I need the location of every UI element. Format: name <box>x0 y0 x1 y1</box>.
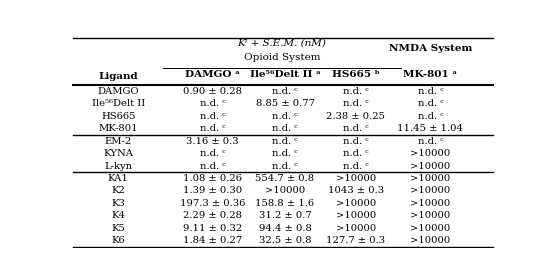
Text: K6: K6 <box>112 236 125 245</box>
Text: K4: K4 <box>111 211 125 220</box>
Text: 94.4 ± 0.8: 94.4 ± 0.8 <box>258 224 311 233</box>
Text: n.d. ᶜ: n.d. ᶜ <box>272 87 298 96</box>
Text: 8.85 ± 0.77: 8.85 ± 0.77 <box>256 99 315 108</box>
Text: n.d. ᶜ: n.d. ᶜ <box>343 124 368 133</box>
Text: n.d. ᶜ: n.d. ᶜ <box>272 149 298 158</box>
Text: n.d. ᶜ: n.d. ᶜ <box>418 99 443 108</box>
Text: MK-801: MK-801 <box>98 124 138 133</box>
Text: n.d. ᶜ: n.d. ᶜ <box>418 87 443 96</box>
Text: Kᴵ + S.E.M. (nM): Kᴵ + S.E.M. (nM) <box>237 39 326 48</box>
Text: DAMGO ᵃ: DAMGO ᵃ <box>185 70 240 79</box>
Text: 2.38 ± 0.25: 2.38 ± 0.25 <box>326 112 385 121</box>
Text: 32.5 ± 0.8: 32.5 ± 0.8 <box>259 236 311 245</box>
Text: 554.7 ± 0.8: 554.7 ± 0.8 <box>256 174 315 183</box>
Text: n.d. ᶜ: n.d. ᶜ <box>272 162 298 170</box>
Text: >10000: >10000 <box>410 162 450 170</box>
Text: n.d. ᶜ: n.d. ᶜ <box>272 124 298 133</box>
Text: K2: K2 <box>112 186 125 196</box>
Text: n.d. ᶜ: n.d. ᶜ <box>343 99 368 108</box>
Text: >10000: >10000 <box>265 186 305 196</box>
Text: MK-801 ᵃ: MK-801 ᵃ <box>404 70 458 79</box>
Text: 197.3 ± 0.36: 197.3 ± 0.36 <box>179 199 245 208</box>
Text: n.d. ᶜ: n.d. ᶜ <box>272 137 298 146</box>
Text: 2.29 ± 0.28: 2.29 ± 0.28 <box>183 211 242 220</box>
Text: EM-2: EM-2 <box>104 137 132 146</box>
Text: >10000: >10000 <box>336 224 376 233</box>
Text: NMDA System: NMDA System <box>389 44 472 53</box>
Text: >10000: >10000 <box>410 174 450 183</box>
Text: 11.45 ± 1.04: 11.45 ± 1.04 <box>397 124 464 133</box>
Text: K3: K3 <box>112 199 125 208</box>
Text: Ile⁵⁶Delt II ᵃ: Ile⁵⁶Delt II ᵃ <box>250 70 321 79</box>
Text: n.d. ᶜ: n.d. ᶜ <box>418 137 443 146</box>
Text: HS665 ᵇ: HS665 ᵇ <box>332 70 380 79</box>
Text: n.d. ᶜ: n.d. ᶜ <box>343 137 368 146</box>
Text: n.d. ᶜ: n.d. ᶜ <box>199 112 225 121</box>
Text: n.d. ᶜ: n.d. ᶜ <box>343 87 368 96</box>
Text: 1.39 ± 0.30: 1.39 ± 0.30 <box>183 186 242 196</box>
Text: n.d. ᶜ: n.d. ᶜ <box>343 162 368 170</box>
Text: n.d. ᶜ: n.d. ᶜ <box>418 112 443 121</box>
Text: n.d. ᶜ: n.d. ᶜ <box>199 162 225 170</box>
Text: >10000: >10000 <box>410 199 450 208</box>
Text: >10000: >10000 <box>410 236 450 245</box>
Text: >10000: >10000 <box>336 174 376 183</box>
Text: n.d. ᶜ: n.d. ᶜ <box>199 99 225 108</box>
Text: K5: K5 <box>112 224 125 233</box>
Text: 158.8 ± 1.6: 158.8 ± 1.6 <box>256 199 315 208</box>
Text: 3.16 ± 0.3: 3.16 ± 0.3 <box>186 137 238 146</box>
Text: KYNA: KYNA <box>103 149 133 158</box>
Text: 1043 ± 0.3: 1043 ± 0.3 <box>327 186 384 196</box>
Text: Opioid System: Opioid System <box>243 53 320 62</box>
Text: Ligand: Ligand <box>98 72 138 81</box>
Text: Ile⁵⁶Delt II: Ile⁵⁶Delt II <box>92 99 145 108</box>
Text: n.d. ᶜ: n.d. ᶜ <box>272 112 298 121</box>
Text: KA1: KA1 <box>108 174 129 183</box>
Text: >10000: >10000 <box>410 186 450 196</box>
Text: n.d. ᶜ: n.d. ᶜ <box>199 124 225 133</box>
Text: >10000: >10000 <box>336 199 376 208</box>
Text: 1.08 ± 0.26: 1.08 ± 0.26 <box>183 174 242 183</box>
Text: DAMGO: DAMGO <box>97 87 139 96</box>
Text: n.d. ᶜ: n.d. ᶜ <box>199 149 225 158</box>
Text: HS665: HS665 <box>101 112 135 121</box>
Text: >10000: >10000 <box>410 224 450 233</box>
Text: 0.90 ± 0.28: 0.90 ± 0.28 <box>183 87 242 96</box>
Text: L-kyn: L-kyn <box>104 162 132 170</box>
Text: >10000: >10000 <box>410 211 450 220</box>
Text: >10000: >10000 <box>336 211 376 220</box>
Text: >10000: >10000 <box>410 149 450 158</box>
Text: n.d. ᶜ: n.d. ᶜ <box>343 149 368 158</box>
Text: 127.7 ± 0.3: 127.7 ± 0.3 <box>326 236 385 245</box>
Text: 1.84 ± 0.27: 1.84 ± 0.27 <box>183 236 242 245</box>
Text: 9.11 ± 0.32: 9.11 ± 0.32 <box>183 224 242 233</box>
Text: 31.2 ± 0.7: 31.2 ± 0.7 <box>259 211 311 220</box>
